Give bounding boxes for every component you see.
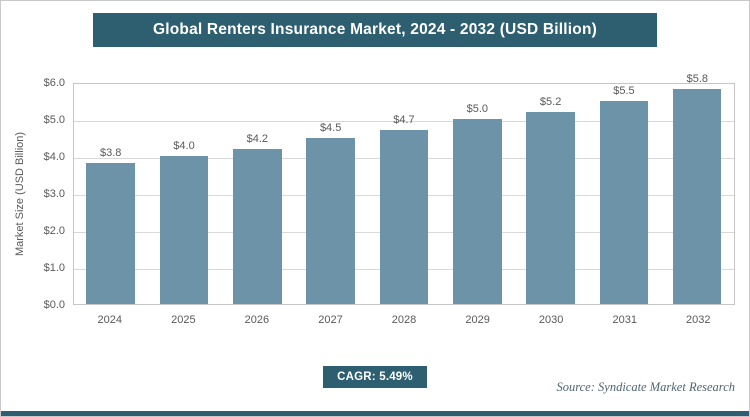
x-axis-label: 2032 bbox=[686, 314, 711, 326]
x-axis-label: 2027 bbox=[318, 314, 343, 326]
chart-title-bar: Global Renters Insurance Market, 2024 - … bbox=[93, 13, 657, 47]
bar-2025 bbox=[159, 156, 209, 304]
bar-2028 bbox=[379, 130, 429, 304]
bar-2024 bbox=[86, 163, 135, 304]
bar-2029 bbox=[453, 119, 502, 304]
bar-value-label: $5.0 bbox=[466, 103, 489, 115]
bar-2027 bbox=[306, 137, 355, 304]
x-axis-label: 2025 bbox=[171, 314, 196, 326]
source-text: Source: Syndicate Market Research bbox=[556, 380, 735, 394]
bar-value-label: $5.8 bbox=[686, 73, 708, 86]
bar-chart: Market Size (USD Billion) $6.0 $5.0 $4.0 $3… bbox=[1, 73, 749, 326]
y-tick-label: $1.0 bbox=[43, 262, 65, 274]
y-axis-title-column: Market Size (USD Billion) bbox=[9, 83, 31, 305]
x-axis-label: 2029 bbox=[465, 314, 490, 326]
bars-container: $3.8 $4.0 $4.2 $4.5 $4.7 $5.0 $5.2 $5.5 $5.8 bbox=[74, 73, 734, 304]
x-axis-label: 2031 bbox=[612, 314, 637, 326]
chart-footer: CAGR: 5.49% Source: Syndicate Market Res… bbox=[1, 366, 749, 396]
plot-column: $6.0 $5.0 $4.0 $3.0 $2.0 $1.0 $0.0 $3.8 $4.0 $4.… bbox=[31, 73, 735, 326]
gridline bbox=[74, 121, 734, 122]
y-tick-label: $6.0 bbox=[43, 77, 65, 89]
y-tick-label: $2.0 bbox=[43, 225, 65, 237]
bar-slot: $5.8 bbox=[661, 73, 734, 304]
bar-value-label: $3.8 bbox=[99, 147, 122, 160]
bar-slot: $4.2 bbox=[221, 84, 294, 304]
x-axis-labels: 2024 2025 2026 2027 2028 2029 2030 2031 2032 bbox=[73, 305, 735, 326]
bar-value-label: $4.2 bbox=[246, 132, 269, 145]
bar-slot: $5.2 bbox=[514, 84, 587, 304]
bar-2031 bbox=[599, 100, 649, 304]
y-tick-label: $0.0 bbox=[43, 299, 65, 311]
y-axis-title: Market Size (USD Billion) bbox=[14, 131, 26, 257]
bar-slot: $4.5 bbox=[294, 84, 367, 304]
x-axis-label: 2024 bbox=[97, 314, 123, 326]
bar-value-label: $5.2 bbox=[539, 95, 562, 108]
y-tick-label: $3.0 bbox=[43, 188, 65, 200]
bar-slot: $5.5 bbox=[587, 84, 660, 304]
y-tick-label: $4.0 bbox=[43, 151, 65, 163]
x-axis-label: 2026 bbox=[244, 314, 270, 326]
bar-value-label: $4.7 bbox=[393, 114, 415, 127]
plot-row: $6.0 $5.0 $4.0 $3.0 $2.0 $1.0 $0.0 $3.8 $4.0 $4.… bbox=[31, 73, 735, 311]
y-tick-label: $5.0 bbox=[43, 114, 65, 126]
bar-value-label: $5.5 bbox=[613, 84, 635, 97]
bar-slot: $4.7 bbox=[367, 84, 440, 304]
x-axis-label: 2030 bbox=[538, 314, 564, 326]
chart-title: Global Renters Insurance Market, 2024 - … bbox=[152, 21, 598, 38]
bar-slot: $5.0 bbox=[441, 84, 514, 304]
bar-value-label: $4.5 bbox=[319, 121, 342, 134]
bar-slot: $3.8 bbox=[74, 84, 147, 304]
plot-area: $3.8 $4.0 $4.2 $4.5 $4.7 $5.0 $5.2 $5.5 $5.8 bbox=[73, 73, 735, 305]
bar-slot: $4.0 bbox=[147, 84, 220, 304]
bar-value-label: $4.0 bbox=[173, 140, 195, 152]
x-axis-label: 2028 bbox=[391, 314, 417, 326]
cagr-badge: CAGR: 5.49% bbox=[323, 366, 427, 388]
bar-2030 bbox=[526, 111, 575, 304]
bar-2026 bbox=[233, 148, 282, 304]
bottom-accent-bar bbox=[1, 411, 749, 416]
y-axis-tick-labels: $6.0 $5.0 $4.0 $3.0 $2.0 $1.0 $0.0 bbox=[31, 77, 73, 311]
bar-2032 bbox=[673, 89, 722, 304]
